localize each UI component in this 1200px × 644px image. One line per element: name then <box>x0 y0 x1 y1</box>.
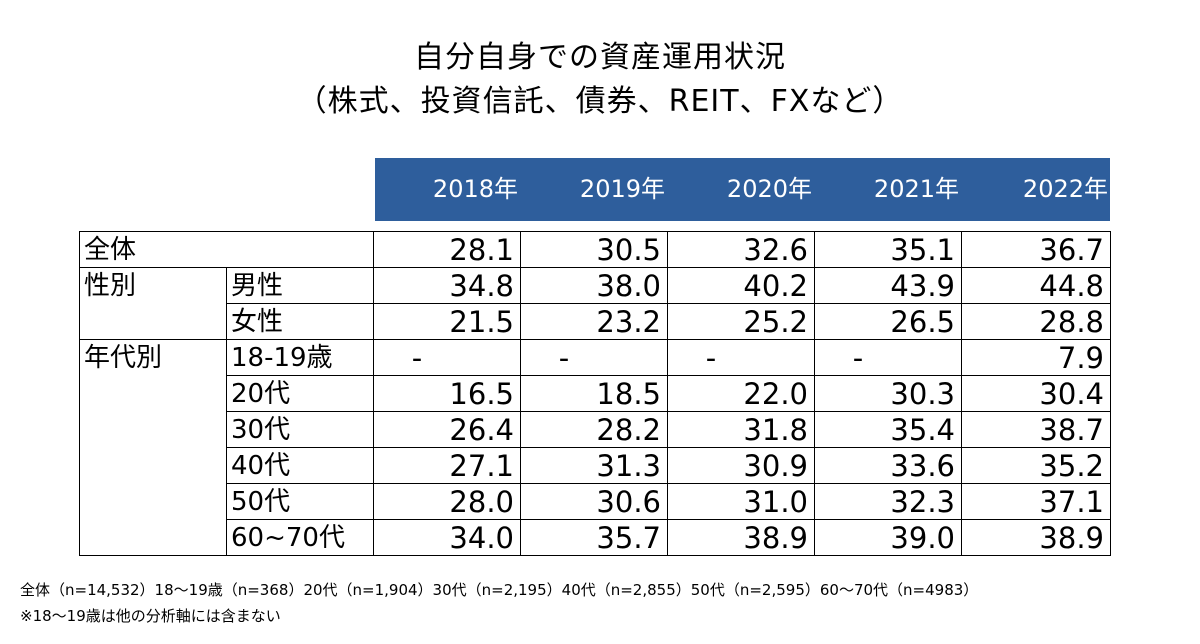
row-label: 20代 <box>226 375 374 412</box>
row-label: 18-19歳 <box>226 339 374 376</box>
value-cell: 30.4 <box>961 375 1111 412</box>
value-cell: - <box>814 339 962 376</box>
chart-title: 自分自身での資産運用状況 <box>414 40 786 75</box>
table-row: 年代別 18-19歳 - - - -7.9 <box>79 339 1111 376</box>
row-label: 男性 <box>226 267 374 304</box>
value-cell: 26.5 <box>814 303 962 340</box>
value-cell: 43.9 <box>814 267 962 304</box>
value-cell: 28.1 <box>373 231 521 268</box>
value-cell: - <box>667 339 815 376</box>
value-cell: 23.2 <box>520 303 668 340</box>
value-cell: 38.0 <box>520 267 668 304</box>
table-row: 50代 28.0 30.6 31.0 32.3 37.1 <box>79 483 1111 520</box>
value-cell: 30.6 <box>520 483 668 520</box>
column-header-3: 2021年 <box>873 175 959 203</box>
value-cell: 36.7 <box>961 231 1111 268</box>
row-group-label: 性別 <box>79 267 227 304</box>
table-row: 女性 21.5 23.2 25.2 26.5 28.8 <box>79 303 1111 340</box>
table-row: 性別 男性 34.8 38.0 40.2 43.9 44.8 <box>79 267 1111 304</box>
table-row: 60~70代 34.0 35.7 38.9 39.0 38.9 <box>79 519 1111 556</box>
value-cell: 35.1 <box>814 231 962 268</box>
data-table: 全体 28.1 30.5 32.6 35.1 36.7 性別 男性 34.8 38.0 40.2 43… <box>79 231 1111 556</box>
value-cell: 34.8 <box>373 267 521 304</box>
value-cell: 30.9 <box>667 447 815 484</box>
row-label: 40代 <box>226 447 374 484</box>
value-cell: 22.0 <box>667 375 815 412</box>
value-cell: 40.2 <box>667 267 815 304</box>
value-cell: 39.0 <box>814 519 962 556</box>
row-group-label <box>79 483 227 520</box>
column-header-4: 2022年 <box>1022 175 1108 203</box>
column-header-2: 2020年 <box>726 175 812 203</box>
value-cell: 21.5 <box>373 303 521 340</box>
value-cell: 44.8 <box>961 267 1111 304</box>
row-label: 30代 <box>226 411 374 448</box>
sample-size-footnote: 全体（n=14,532）18～19歳（n=368）20代（n=1,904）30代… <box>20 581 979 599</box>
value-cell: 38.9 <box>961 519 1111 556</box>
value-cell: 32.6 <box>667 231 815 268</box>
value-cell: 31.0 <box>667 483 815 520</box>
chart-subtitle: （株式、投資信託、債券、REIT、FXなど） <box>296 84 904 119</box>
value-cell: 30.3 <box>814 375 962 412</box>
row-group-label: 年代別 <box>79 339 227 376</box>
year-header-bar: 2018年 2019年 2020年 2021年 2022年 <box>375 158 1110 221</box>
value-cell: 27.1 <box>373 447 521 484</box>
row-label <box>226 231 374 268</box>
table-row: 30代 26.4 28.2 31.8 35.4 38.7 <box>79 411 1111 448</box>
row-group-label <box>79 519 227 556</box>
row-group-label <box>79 375 227 412</box>
column-header-0: 2018年 <box>432 175 518 203</box>
value-cell: 35.2 <box>961 447 1111 484</box>
row-group-label <box>79 447 227 484</box>
table-row: 全体 28.1 30.5 32.6 35.1 36.7 <box>79 231 1111 268</box>
value-cell: 32.3 <box>814 483 962 520</box>
value-cell: 7.9 <box>961 339 1111 376</box>
value-cell: 35.4 <box>814 411 962 448</box>
row-label: 女性 <box>226 303 374 340</box>
value-cell: - <box>520 339 668 376</box>
exclusion-footnote: ※18～19歳は他の分析軸には含まない <box>20 607 281 625</box>
value-cell: 37.1 <box>961 483 1111 520</box>
row-label: 50代 <box>226 483 374 520</box>
column-header-1: 2019年 <box>579 175 665 203</box>
value-cell: 28.2 <box>520 411 668 448</box>
value-cell: 34.0 <box>373 519 521 556</box>
value-cell: 18.5 <box>520 375 668 412</box>
value-cell: 26.4 <box>373 411 521 448</box>
value-cell: 28.0 <box>373 483 521 520</box>
value-cell: 31.8 <box>667 411 815 448</box>
value-cell: 16.5 <box>373 375 521 412</box>
value-cell: 25.2 <box>667 303 815 340</box>
table-row: 40代 27.1 31.3 30.9 33.6 35.2 <box>79 447 1111 484</box>
value-cell: 38.9 <box>667 519 815 556</box>
value-cell: 33.6 <box>814 447 962 484</box>
value-cell: 30.5 <box>520 231 668 268</box>
table-row: 20代 16.5 18.5 22.0 30.3 30.4 <box>79 375 1111 412</box>
value-cell: 38.7 <box>961 411 1111 448</box>
value-cell: 28.8 <box>961 303 1111 340</box>
row-group-label: 全体 <box>79 231 227 268</box>
row-group-label <box>79 411 227 448</box>
row-group-label <box>79 303 227 340</box>
value-cell: 31.3 <box>520 447 668 484</box>
value-cell: - <box>373 339 521 376</box>
row-label: 60~70代 <box>226 519 374 556</box>
value-cell: 35.7 <box>520 519 668 556</box>
